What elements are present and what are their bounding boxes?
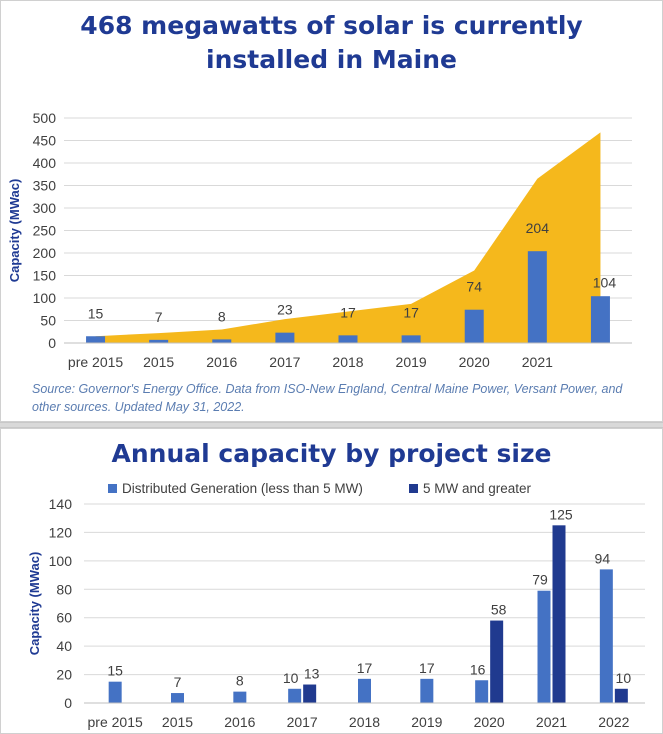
legend-label-large-projects: 5 MW and greater (423, 481, 532, 496)
x-tick-label: 2017 (287, 714, 318, 730)
distributed-generation-bar (599, 569, 613, 703)
large-project-bar (552, 525, 566, 703)
chart-title: Annual capacity by project size (111, 439, 552, 468)
data-label: 94 (595, 550, 611, 566)
x-tick-label: 2017 (269, 354, 300, 370)
annual-capacity-by-size-chart: 0 20 40 60 80 100 120 140 15 7 8 10 13 17 17 16 58 79 125 9… (27, 481, 645, 730)
data-label: 17 (403, 304, 419, 320)
y-tick-label: 0 (64, 695, 72, 711)
data-label: 16 (470, 661, 486, 677)
source-note: Source: Governor's Energy Office. Data f… (32, 382, 623, 414)
chart-title-line-2: installed in Maine (206, 45, 457, 74)
data-label: 13 (304, 666, 320, 682)
x-tick-label: 2019 (411, 714, 442, 730)
y-tick-label: 20 (56, 667, 72, 683)
y-tick-label: 100 (33, 290, 57, 306)
cumulative-capacity-area (95, 132, 601, 343)
x-tick-label: 2018 (349, 714, 380, 730)
data-label: 74 (466, 279, 482, 295)
annual-capacity-bar (149, 339, 169, 343)
x-tick-label: 2016 (224, 714, 255, 730)
y-tick-label: 300 (33, 200, 57, 216)
y-tick-label: 100 (49, 553, 73, 569)
x-tick-label: 2019 (396, 354, 427, 370)
distributed-generation-bar (233, 691, 247, 703)
y-tick-label: 500 (33, 110, 57, 126)
y-axis-title: Capacity (MWac) (7, 179, 22, 283)
y-tick-label: 80 (56, 581, 72, 597)
panel-divider (0, 422, 663, 428)
x-tick-label: 2021 (522, 354, 553, 370)
data-label: 7 (174, 674, 182, 690)
data-label: 17 (340, 304, 356, 320)
y-tick-label: 200 (33, 245, 57, 261)
data-label: 8 (218, 308, 226, 324)
data-label: 17 (419, 660, 435, 676)
x-tick-label: 2020 (459, 354, 490, 370)
y-tick-label: 120 (49, 524, 73, 540)
annual-capacity-bar (590, 296, 610, 343)
x-tick-label: 2022 (598, 714, 629, 730)
data-label: 17 (357, 660, 373, 676)
distributed-generation-bar (288, 688, 302, 703)
annual-capacity-bar (86, 336, 106, 343)
y-tick-label: 250 (33, 223, 57, 239)
large-project-bar (303, 684, 317, 703)
data-label: 204 (526, 220, 550, 236)
annual-capacity-bar (275, 332, 295, 343)
data-label: 23 (277, 302, 293, 318)
x-tick-label: 2020 (474, 714, 505, 730)
annual-capacity-bar (401, 335, 421, 343)
distributed-generation-bar (420, 678, 434, 703)
y-tick-label: 50 (40, 313, 56, 329)
y-tick-label: 60 (56, 610, 72, 626)
x-tick-label: 2016 (206, 354, 237, 370)
y-tick-label: 350 (33, 178, 57, 194)
legend-swatch-large-projects (409, 484, 418, 493)
y-tick-label: 450 (33, 133, 57, 149)
chart-panel-by-size: Annual capacity by project size 0 20 40 60 8… (0, 428, 663, 734)
data-label: 8 (236, 673, 244, 689)
cumulative-capacity-chart: 0 50 100 150 200 250 300 350 400 450 500 15 7 8 23 17 17… (7, 110, 632, 370)
distributed-generation-bar (108, 681, 122, 703)
distributed-generation-bar (358, 678, 371, 703)
y-tick-label: 140 (49, 496, 73, 512)
x-tick-label: 2015 (162, 714, 193, 730)
y-tick-label: 0 (48, 335, 56, 351)
x-tick-label: pre 2015 (88, 714, 143, 730)
data-label: 10 (283, 670, 299, 686)
distributed-generation-bar (537, 590, 551, 703)
x-tick-label: 2018 (332, 354, 363, 370)
data-label: 15 (88, 305, 104, 321)
y-tick-label: 150 (33, 268, 57, 284)
y-tick-label: 40 (56, 638, 72, 654)
x-tick-label: pre 2015 (68, 354, 123, 370)
data-label: 58 (491, 602, 507, 618)
distributed-generation-bar (171, 693, 184, 703)
large-project-bar (490, 620, 504, 703)
legend-label-distributed-generation: Distributed Generation (less than 5 MW) (122, 481, 363, 496)
x-tick-label: 2015 (143, 354, 174, 370)
annual-capacity-bar (464, 309, 484, 343)
data-label: 125 (549, 506, 573, 522)
large-project-bar (614, 688, 628, 703)
y-tick-label: 400 (33, 155, 57, 171)
data-label: 7 (155, 309, 163, 325)
annual-capacity-bar (338, 335, 358, 343)
annual-capacity-bar (527, 251, 547, 343)
data-label: 15 (107, 663, 123, 679)
legend-swatch-distributed-generation (108, 484, 117, 493)
annual-capacity-bar (212, 339, 232, 343)
distributed-generation-bar (475, 680, 489, 703)
chart-panel-cumulative: 468 megawatts of solar is currently inst… (0, 0, 663, 422)
data-label: 104 (593, 274, 617, 290)
y-axis-title: Capacity (MWac) (27, 552, 42, 656)
data-label: 79 (532, 572, 548, 588)
x-tick-label: 2021 (536, 714, 567, 730)
chart-title-line-1: 468 megawatts of solar is currently (80, 11, 583, 40)
data-label: 10 (616, 670, 632, 686)
